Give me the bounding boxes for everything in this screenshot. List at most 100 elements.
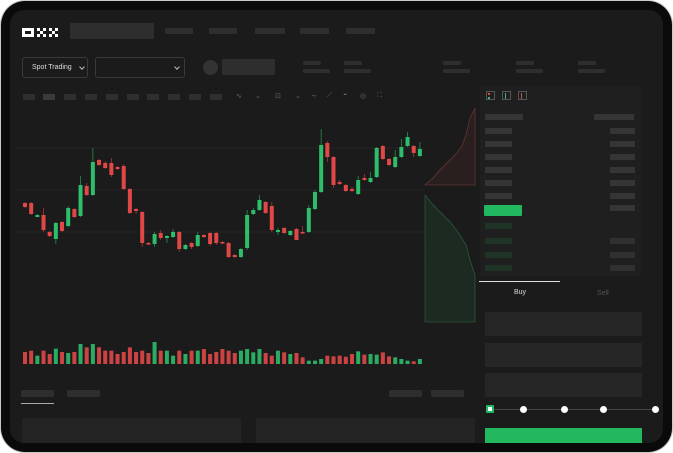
ask-row-price[interactable]	[485, 193, 512, 199]
nav-item[interactable]	[165, 28, 193, 34]
volume-bar	[374, 354, 379, 364]
ask-row-amount[interactable]	[610, 193, 635, 199]
volume-bar	[226, 350, 231, 364]
timeframe-button[interactable]	[43, 94, 55, 100]
candle-body	[245, 215, 250, 248]
ask-row-amount[interactable]	[610, 167, 635, 173]
candle-body	[362, 178, 367, 180]
candle-body	[35, 215, 40, 217]
bid-row-amount[interactable]	[610, 265, 635, 271]
volume-bar	[417, 359, 422, 364]
ask-row-price[interactable]	[485, 180, 512, 186]
assets-panel	[256, 418, 475, 443]
timeframe-button[interactable]	[85, 94, 97, 100]
volume-bar	[66, 353, 71, 364]
ruler-icon[interactable]: ⟋	[327, 92, 332, 99]
indicator-icon[interactable]: ⌄	[255, 93, 261, 100]
slider-stop-100[interactable]	[652, 406, 659, 413]
bid-row-price[interactable]	[485, 252, 512, 258]
ask-row-amount[interactable]	[610, 154, 635, 160]
candle-body	[84, 186, 89, 195]
timeframe-button[interactable]	[189, 94, 201, 100]
stat-label	[516, 61, 534, 65]
candle-body	[47, 232, 52, 236]
ask-row-price[interactable]	[485, 141, 512, 147]
tab-sell[interactable]: Sell	[597, 290, 609, 297]
settings-icon[interactable]: ◎	[360, 93, 367, 100]
slider-stop-75[interactable]	[600, 406, 607, 413]
nav-item[interactable]	[209, 28, 237, 34]
ask-row-amount[interactable]	[610, 180, 635, 186]
nav-item[interactable]	[300, 28, 329, 34]
candle-body	[411, 146, 416, 153]
bid-row-price[interactable]	[485, 265, 512, 271]
candle-body	[171, 232, 176, 237]
camera-icon[interactable]: ◓	[343, 92, 348, 99]
orderbook-bids-icon[interactable]	[502, 91, 511, 100]
volume-bar	[380, 352, 385, 364]
line-tool-icon[interactable]: ∼	[311, 93, 317, 100]
nav-item[interactable]	[255, 28, 285, 34]
candle-body	[41, 215, 46, 230]
spot-trading-label: Spot Trading	[32, 64, 72, 71]
candle-body	[29, 203, 34, 214]
bid-row-amount[interactable]	[610, 238, 635, 244]
mid-price-badge[interactable]	[484, 205, 522, 216]
tab-open-orders[interactable]	[21, 390, 54, 397]
timeframe-button[interactable]	[210, 94, 222, 100]
timeframe-button[interactable]	[168, 94, 180, 100]
spot-trading-dropdown[interactable]: Spot Trading	[22, 57, 88, 78]
ask-row-amount[interactable]	[610, 128, 635, 134]
candle-body	[177, 232, 182, 249]
price-input[interactable]	[485, 312, 642, 336]
volume-bar	[399, 359, 404, 364]
volume-bar	[164, 350, 169, 364]
candle-body	[380, 146, 385, 159]
timeframe-button[interactable]	[23, 94, 35, 100]
timeframe-button[interactable]	[127, 94, 139, 100]
candle-body	[146, 243, 151, 245]
ask-row-amount[interactable]	[610, 141, 635, 147]
volume-bar	[158, 350, 163, 364]
candle-body	[337, 182, 342, 184]
timeframe-button[interactable]	[106, 94, 118, 100]
pair-selector-dropdown[interactable]	[95, 57, 185, 78]
volume-bar	[393, 357, 398, 364]
bid-row-amount[interactable]	[610, 252, 635, 258]
tab-buy[interactable]: Buy	[514, 289, 527, 296]
ask-row-amount[interactable]	[610, 205, 635, 211]
positions-panel	[22, 418, 241, 443]
timeframe-button[interactable]	[147, 94, 159, 100]
amount-slider-handle[interactable]	[486, 405, 494, 413]
slider-stop-25[interactable]	[520, 406, 527, 413]
filter-button[interactable]	[389, 390, 422, 397]
orderbook-both-icon[interactable]	[486, 91, 495, 100]
volume-bar	[41, 350, 46, 364]
candle-body	[53, 223, 58, 239]
bid-row-price[interactable]	[485, 238, 512, 244]
buy-submit-button[interactable]	[485, 428, 642, 443]
fullscreen-icon[interactable]: ⛶	[377, 92, 382, 99]
slider-stop-50[interactable]	[561, 406, 568, 413]
amount-input[interactable]	[485, 343, 642, 367]
interval-icon[interactable]: ⊡	[275, 93, 281, 100]
filter-button[interactable]	[431, 390, 464, 397]
candle-body	[60, 222, 65, 231]
chevron-down-icon[interactable]: ⌄	[295, 93, 301, 100]
amount-slider-track[interactable]	[490, 409, 655, 410]
ask-row-price[interactable]	[485, 154, 512, 160]
chart-type-icon[interactable]: ∿	[236, 93, 242, 100]
bid-row-price[interactable]	[485, 223, 512, 229]
tab-order-history[interactable]	[67, 390, 100, 397]
okx-logo[interactable]	[22, 25, 64, 37]
total-input[interactable]	[485, 373, 642, 397]
search-placeholder[interactable]	[70, 23, 154, 39]
volume-bar	[90, 344, 95, 364]
nav-item[interactable]	[346, 28, 375, 34]
volume-bar	[337, 355, 342, 364]
timeframe-button[interactable]	[64, 94, 76, 100]
ask-row-price[interactable]	[485, 128, 512, 134]
ask-row-price[interactable]	[485, 167, 512, 173]
orderbook-asks-icon[interactable]	[518, 91, 527, 100]
